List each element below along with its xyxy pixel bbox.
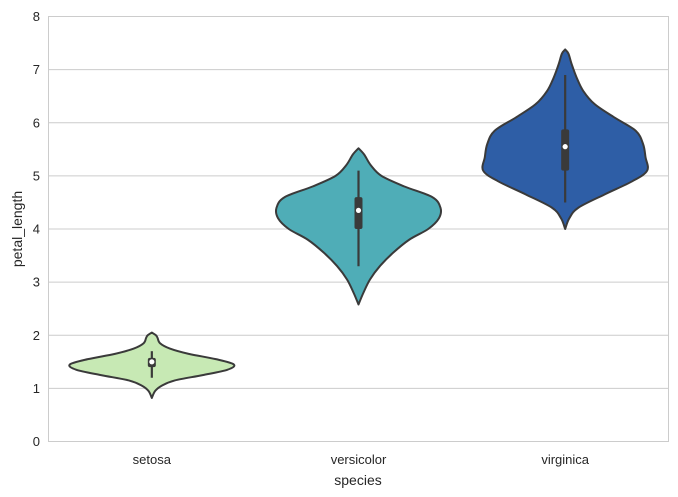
y-tick-label-2: 2 bbox=[33, 328, 40, 343]
median-point-virginica bbox=[562, 144, 568, 150]
x-tick-label-setosa: setosa bbox=[133, 452, 172, 467]
y-tick-labels: 0 1 2 3 4 5 6 7 8 bbox=[33, 9, 40, 449]
violins bbox=[68, 48, 649, 399]
x-tick-labels: setosa versicolor virginica bbox=[133, 452, 590, 467]
y-tick-label-5: 5 bbox=[33, 168, 40, 183]
y-tick-label-0: 0 bbox=[33, 434, 40, 449]
y-tick-label-8: 8 bbox=[33, 9, 40, 24]
x-tick-label-virginica: virginica bbox=[541, 452, 589, 467]
violin-versicolor bbox=[274, 147, 443, 306]
y-tick-label-4: 4 bbox=[33, 222, 40, 237]
y-axis-label: petal_length bbox=[9, 191, 25, 267]
violin-virginica bbox=[481, 48, 649, 230]
x-tick-label-versicolor: versicolor bbox=[331, 452, 387, 467]
plot-frame bbox=[48, 16, 669, 442]
iqr-box-virginica bbox=[561, 129, 570, 171]
median-point-versicolor bbox=[355, 207, 362, 214]
iqr-box-versicolor bbox=[354, 197, 363, 229]
y-tick-label-7: 7 bbox=[33, 62, 40, 77]
violin-setosa bbox=[68, 331, 236, 399]
y-tick-label-1: 1 bbox=[33, 381, 40, 396]
y-tick-label-3: 3 bbox=[33, 275, 40, 290]
y-tick-label-6: 6 bbox=[33, 115, 40, 130]
x-axis-label: species bbox=[334, 472, 381, 488]
median-point-setosa bbox=[149, 359, 155, 365]
